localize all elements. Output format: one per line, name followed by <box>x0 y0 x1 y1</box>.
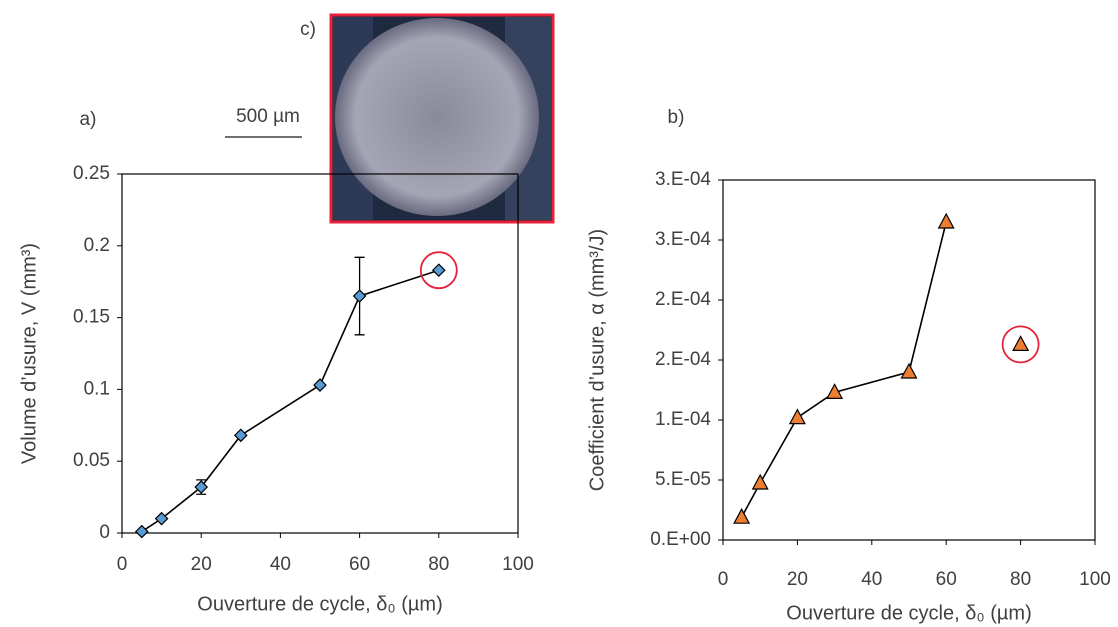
x-tick-label: 0 <box>718 569 729 590</box>
y-tick-label: 0.E+00 <box>650 529 711 550</box>
x-tick-label: 40 <box>270 554 291 575</box>
x-tick-label: 20 <box>191 554 212 575</box>
y-tick-label: 0.05 <box>73 450 110 471</box>
y-tick-label: 0.1 <box>84 378 110 399</box>
highlight-circle <box>1001 325 1040 364</box>
x-tick-label: 100 <box>502 554 534 575</box>
data-point <box>788 408 806 425</box>
x-tick-label: 40 <box>861 569 882 590</box>
data-point <box>826 383 844 399</box>
y-tick-label: 0.2 <box>84 235 110 256</box>
inset-label: c) <box>300 19 316 40</box>
x-tick-label: 100 <box>1079 569 1111 590</box>
panel-label: a) <box>80 109 97 130</box>
y-tick-label: 3.E-04 <box>655 229 711 250</box>
x-tick-label: 60 <box>349 554 370 575</box>
y-axis-title: Volume d’usure, V (mm³) <box>18 243 40 464</box>
y-tick-label: 0.15 <box>73 307 110 328</box>
data-point <box>733 507 751 524</box>
x-tick-label: 0 <box>117 554 128 575</box>
x-tick-label: 80 <box>428 554 449 575</box>
y-axis-title: Coefficient d’usure, α (mm³/J) <box>586 229 608 491</box>
data-point <box>154 511 169 526</box>
x-tick-label: 20 <box>787 569 808 590</box>
panel-label: b) <box>668 107 685 128</box>
data-point <box>751 473 769 490</box>
series-line <box>740 221 947 518</box>
y-tick-label: 0.25 <box>73 163 110 184</box>
scale-bar-label: 500 µm <box>236 106 300 127</box>
data-point <box>352 289 367 303</box>
data-point <box>900 362 918 379</box>
x-axis-title: Ouverture de cycle, δ₀ (µm) <box>786 602 1031 624</box>
data-point <box>1012 335 1030 351</box>
data-point <box>134 524 149 539</box>
data-point <box>313 378 327 392</box>
data-point <box>233 428 248 443</box>
series-line <box>141 269 440 533</box>
y-tick-label: 2.E-04 <box>655 289 711 310</box>
plot-area <box>722 179 1096 541</box>
x-tick-label: 80 <box>1010 569 1031 590</box>
data-point <box>431 263 446 278</box>
y-tick-label: 3.E-04 <box>655 169 711 190</box>
y-tick-label: 1.E-04 <box>655 409 711 430</box>
inset-image <box>329 13 555 224</box>
y-tick-label: 2.E-04 <box>655 349 711 370</box>
x-tick-label: 60 <box>936 569 957 590</box>
y-tick-label: 5.E-05 <box>655 469 711 490</box>
data-point <box>194 480 209 494</box>
x-axis-title: Ouverture de cycle, δ₀ (µm) <box>197 593 442 615</box>
plot-area <box>121 173 519 534</box>
y-tick-label: 0 <box>99 522 110 543</box>
data-point <box>937 212 955 229</box>
highlight-circle <box>419 251 458 290</box>
